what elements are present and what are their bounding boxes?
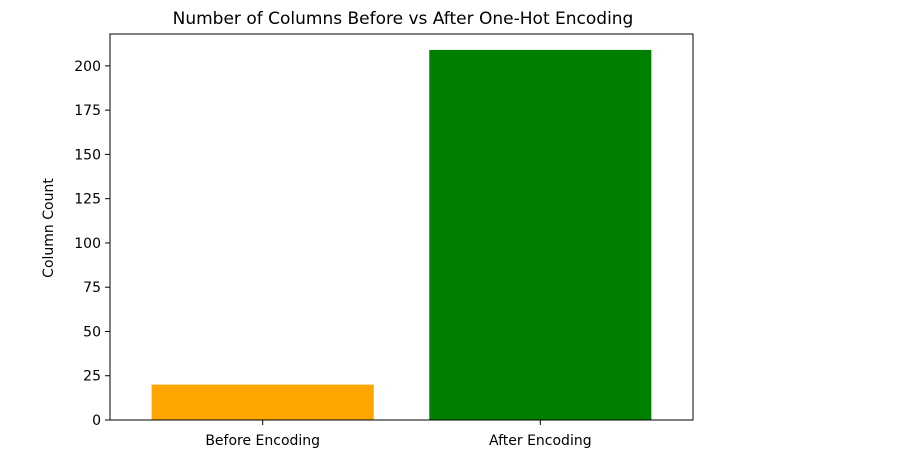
y-tick-label: 100 (74, 236, 101, 252)
chart-title: Number of Columns Before vs After One-Ho… (173, 9, 634, 29)
y-axis-label: Column Count (41, 178, 57, 278)
x-tick-label: After Encoding (489, 433, 592, 449)
y-tick-label: 125 (74, 192, 101, 208)
y-tick-label: 25 (83, 369, 101, 385)
y-tick-label: 175 (74, 103, 101, 119)
y-tick-label: 0 (92, 413, 101, 429)
y-tick-label: 200 (74, 59, 101, 75)
y-tick-label: 50 (83, 324, 101, 340)
y-tick-label: 150 (74, 147, 101, 163)
bar-before-encoding (151, 384, 374, 420)
plot-frame (109, 33, 694, 421)
plot-area: 0 25 50 75 100 125 150 175 200 Before Encoding Aft… (74, 33, 694, 449)
x-tick-label: Before Encoding (205, 433, 320, 449)
y-tick-label: 75 (83, 280, 101, 296)
bar-after-encoding (429, 49, 652, 420)
